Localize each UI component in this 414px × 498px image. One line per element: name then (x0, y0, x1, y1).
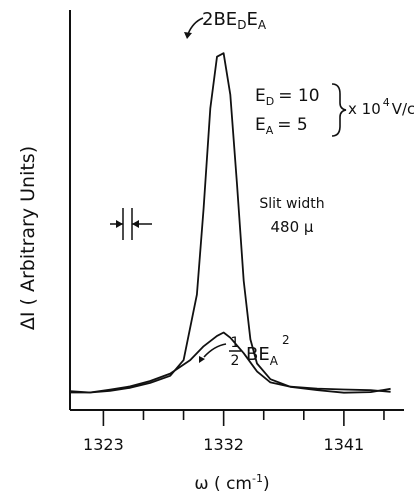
peak-label-arrow (187, 17, 204, 35)
y-axis-label: ΔI ( Arbitrary Units) (17, 146, 39, 330)
x-axis-label-text: ω ( cm (194, 474, 252, 494)
ed-line: ED = 10 (255, 86, 320, 108)
x-axis-label-exponent: -1 (252, 472, 263, 485)
ed-label: E (255, 86, 266, 106)
low-label-numerator: 1 (231, 335, 240, 351)
peak-label-sub2: A (258, 18, 267, 32)
field-units-prefix: x 10 (348, 100, 381, 118)
ea-line: EA = 5 (255, 115, 308, 137)
low-label-sup: 2 (282, 333, 290, 347)
low-label-arrowhead (199, 356, 205, 363)
low-label-main: BE (246, 344, 270, 365)
peak-label-mid: E (246, 9, 257, 30)
ea-value: = 5 (277, 115, 307, 135)
x-tick-label: 1323 (83, 435, 124, 454)
x-ticks: 1323 1332 1341 (83, 410, 385, 454)
x-tick-label: 1332 (203, 435, 244, 454)
series-label-low: 1 2 BEA 2 (199, 333, 290, 369)
peak-label-sub1: D (237, 18, 246, 32)
slit-width-title: Slit width (259, 196, 324, 212)
ed-sub: D (266, 95, 274, 108)
ea-label: E (255, 115, 266, 135)
slit-marker-arrowhead-right (132, 220, 139, 228)
low-label-denominator: 2 (231, 353, 240, 369)
peak-label-main: 2BE (202, 9, 237, 30)
low-label-text: BEA (246, 344, 279, 368)
low-label-arrow (203, 343, 227, 358)
x-tick-label: 1341 (324, 435, 365, 454)
field-units-suffix: V/cm (392, 100, 414, 118)
field-units-exp: 4 (383, 96, 390, 109)
axes (69, 10, 404, 411)
ed-value: = 10 (278, 86, 319, 106)
series-label-peak: 2BEDEA (202, 9, 267, 32)
field-brace (331, 83, 347, 137)
low-label-sub: A (270, 354, 279, 368)
x-axis-label: ω ( cm-1) (194, 472, 269, 494)
slit-marker-arrowhead-left (116, 220, 123, 228)
x-axis-label-close: ) (263, 474, 270, 494)
series-line-low (70, 331, 391, 394)
series-layer (69, 52, 391, 394)
ea-sub: A (266, 124, 274, 137)
peak-label-arrowhead (184, 32, 192, 39)
slit-width-value: 480 μ (271, 218, 314, 236)
